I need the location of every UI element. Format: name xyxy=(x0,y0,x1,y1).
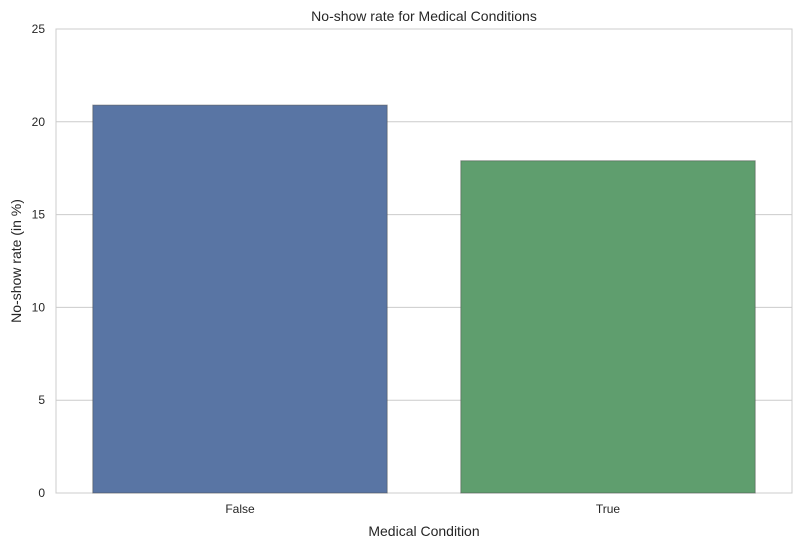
y-tick-label: 10 xyxy=(32,300,46,314)
x-tick-label: True xyxy=(596,502,621,516)
y-tick-label: 20 xyxy=(32,115,46,129)
x-tick-label: False xyxy=(225,502,255,516)
y-tick-label: 5 xyxy=(38,393,45,407)
x-axis-tick-labels: False True xyxy=(225,502,620,516)
bar-true xyxy=(460,160,756,494)
bar-false xyxy=(92,104,388,494)
y-tick-label: 15 xyxy=(32,208,46,222)
plot-area-frame xyxy=(55,28,793,494)
y-axis-tick-labels: 0 5 10 15 20 25 xyxy=(32,22,46,500)
bars xyxy=(92,104,756,494)
y-tick-label: 0 xyxy=(38,486,45,500)
x-axis-label: Medical Condition xyxy=(368,523,479,539)
chart-title: No-show rate for Medical Conditions xyxy=(311,8,537,24)
y-axis-label: No-show rate (in %) xyxy=(8,199,24,323)
y-tick-label: 25 xyxy=(32,22,46,36)
